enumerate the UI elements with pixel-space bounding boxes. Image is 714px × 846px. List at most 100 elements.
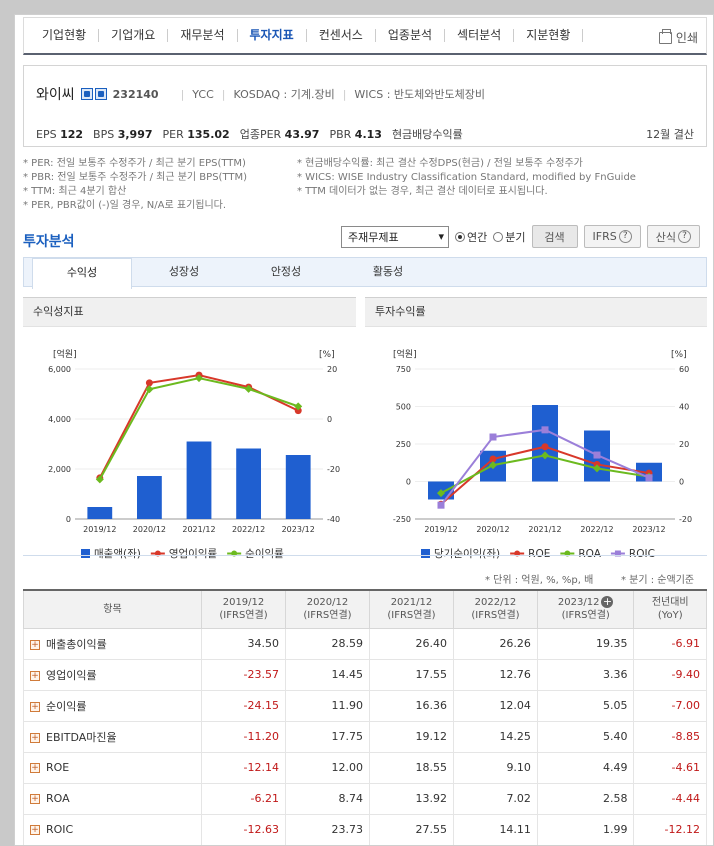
nav-tab-investment-indicators[interactable]: 투자지표 [238,29,307,42]
expand-icon[interactable]: + [30,701,40,712]
x-tick-label: 2020/12 [476,525,509,534]
radio-annual[interactable]: 연간 [455,229,487,245]
metric-label: 현금배당수익률 [391,128,463,141]
header-period: 2020/12 (IFRS연결) [284,589,370,629]
printer-icon [658,28,672,44]
expand-icon[interactable]: + [30,825,40,835]
x-tick-label: 2023/12 [632,525,665,534]
nav-tab-company-overview[interactable]: 기업개요 [99,29,169,42]
data-point [489,433,497,441]
chevron-down-icon: ▾ [438,230,444,243]
tab-activity[interactable]: 활동성 [372,265,404,278]
statement-select[interactable]: 주재무제표 ▾ [341,225,449,248]
nav-tab-company-status[interactable]: 기업현황 [30,29,100,42]
nav-tab-consensus[interactable]: 컨센서스 [307,29,376,42]
note-line: * PBR: 전일 보통주 수정주가 / 최근 분기 BPS(TTM) [23,172,248,183]
ifrs-help-button[interactable]: IFRS ? [583,225,641,248]
nav-tab-sector-analysis[interactable]: 섹터분석 [445,29,515,42]
value-cell: 19.12 [369,721,454,753]
add-period-icon[interactable]: + [601,595,614,609]
data-point [195,374,203,383]
value-cell: -23.57 [201,659,286,691]
row-label: 순이익률 [46,699,87,713]
value-cell: -24.15 [201,690,286,722]
y-right-tick: -40 [327,515,340,524]
table-row: + 순이익률 -24.15 11.90 16.36 12.04 5.05 -7.00 [23,690,707,722]
metric-label: 업종PER [239,128,282,141]
value-cell: 17.75 [285,721,370,753]
expand-icon[interactable]: + [30,670,40,681]
value-cell: 17.55 [369,659,454,691]
header-yoy: 전년대비 (YoY) [633,589,707,629]
data-point [541,451,549,460]
data-point [145,385,154,394]
y-left-tick: 0 [66,515,71,524]
nav-tab-industry-analysis[interactable]: 업종분석 [376,29,446,42]
metric-label: PER [162,127,184,141]
wics-sector: WICS : 반도체와반도체장비 [354,88,485,101]
tab-stability[interactable]: 안정성 [270,265,302,278]
nav-tab-financial-analysis[interactable]: 재무분석 [168,29,238,42]
y-left-tick: 0 [406,478,411,487]
analysis-controls: 주재무제표 ▾ 연간 분기 검색 IFRS ? 산식 ? [341,225,700,248]
legend-label: ROIC [629,548,655,559]
x-tick-label: 2019/12 [424,525,457,534]
unit-note: * 단위 : 억원, %, %p, 배 [485,575,594,586]
radio-annual-circle[interactable] [455,231,465,242]
expand-icon[interactable]: + [30,763,40,773]
statement-select-value: 주재무제표 [348,230,399,244]
data-point [541,443,549,451]
y-left-tick: 4,000 [48,415,71,424]
print-label: 인쇄 [675,31,698,45]
top-nav: 기업현황 기업개요 재무분석 투자지표 컨센서스 업종분석 섹터분석 지분현황 … [23,17,707,55]
value-cell: 12.00 [285,752,370,784]
yoy-cell: -4.61 [633,752,707,784]
radio-quarter-label: 분기 [505,230,526,244]
question-icon: ? [677,230,691,243]
data-point [294,402,303,411]
note-line: * 현금배당수익률: 최근 결산 수정DPS(현금) / 전일 보통주 수정주가 [297,158,583,169]
stock-code: 232140 [112,87,159,101]
header-period: 2023/12 + (IFRS연결) [536,589,635,629]
data-point [437,489,445,498]
value-cell: -11.20 [201,721,286,753]
search-button[interactable]: 검색 [531,225,578,248]
value-cell: 23.73 [285,814,370,845]
value-cell: 13.92 [369,783,454,815]
data-point [244,384,253,393]
tab-profitability[interactable]: 수익성 [32,258,132,289]
formula-help-button[interactable]: 산식 ? [646,225,700,248]
ir-icon[interactable] [94,88,107,100]
period-year: 2023/12 [557,597,600,609]
company-eng-name: YCC [192,87,214,101]
row-label-cell: + 순이익률 [23,690,202,722]
yoy-cell: -6.91 [633,628,707,660]
metric-4: PBR 4.13 [329,128,381,141]
x-tick-label: 2022/12 [580,525,613,534]
period-basis: (IFRS연결) [219,610,268,622]
value-cell: 5.05 [537,690,635,722]
tab-growth[interactable]: 성장성 [168,265,200,278]
print-button[interactable]: 인쇄 [658,28,698,46]
data-point [489,455,497,463]
expand-icon[interactable]: + [30,639,40,650]
value-cell: 7.02 [453,783,538,815]
value-cell: 12.04 [453,690,538,722]
row-label-cell: + 매출총이익률 [23,628,202,660]
metric-value: 122 [60,127,84,141]
radio-quarter[interactable]: 분기 [493,229,526,245]
legend-swatch [81,549,90,558]
expand-icon[interactable]: + [30,794,40,804]
expand-icon[interactable]: + [30,732,40,743]
value-cell: 1.99 [537,814,635,845]
company-summary: 와이씨 232140 | YCC | KOSDAQ : 기계.장비 | WICS… [23,65,707,147]
y-right-tick: 60 [679,365,689,374]
home-icon[interactable] [80,88,93,100]
divider: | [221,87,226,101]
nav-tab-ownership[interactable]: 지분현황 [514,29,584,42]
row-label: ROA [46,792,70,805]
legend-label: 매출액(좌) [94,548,141,559]
value-cell: -12.14 [201,752,286,784]
yoy-label: 전년대비 [651,597,689,609]
radio-quarter-circle[interactable] [493,231,504,242]
